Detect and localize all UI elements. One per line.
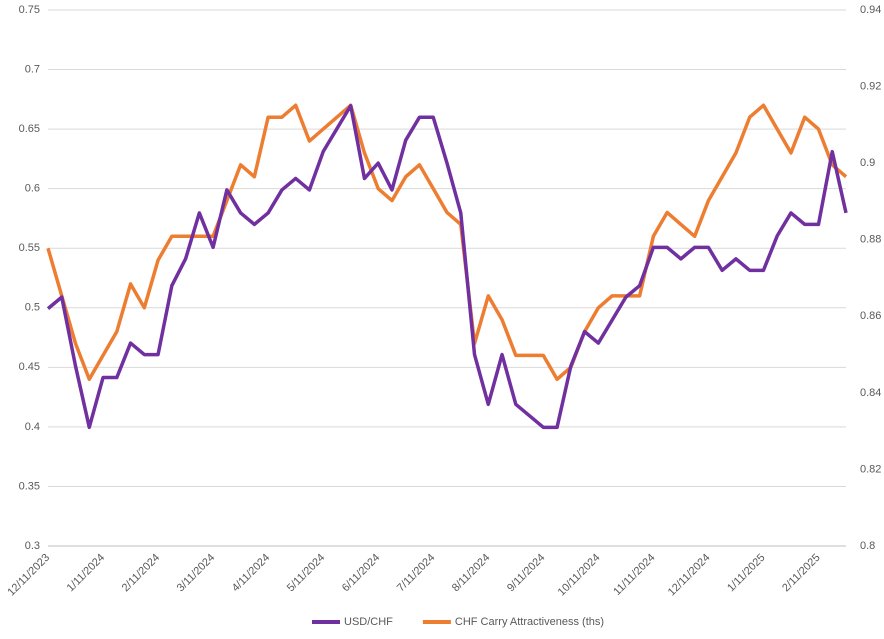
y2-tick-label: 0.86 xyxy=(860,310,881,322)
legend-label: USD/CHF xyxy=(344,616,393,628)
x-tick-label: 1/11/2025 xyxy=(725,552,768,595)
x-tick-label: 12/11/2024 xyxy=(666,552,713,599)
y-tick-label: 0.65 xyxy=(19,123,40,135)
x-tick-label: 11/11/2024 xyxy=(611,552,657,598)
x-tick-label: 3/11/2024 xyxy=(175,552,218,595)
x-tick-label: 4/11/2024 xyxy=(230,552,273,595)
y-tick-label: 0.55 xyxy=(19,242,40,254)
x-tick-label: 10/11/2024 xyxy=(556,552,603,599)
x-tick-label: 12/11/2023 xyxy=(5,552,52,599)
y-tick-label: 0.35 xyxy=(19,480,40,492)
x-tick-label: 5/11/2024 xyxy=(285,552,328,595)
y2-tick-label: 0.9 xyxy=(860,157,875,169)
legend-label: CHF Carry Attractiveness (ths) xyxy=(455,616,604,628)
y2-tick-label: 0.82 xyxy=(860,463,881,475)
y2-tick-label: 0.8 xyxy=(860,540,875,552)
x-tick-label: 2/11/2025 xyxy=(780,552,823,595)
y2-tick-label: 0.92 xyxy=(860,80,881,92)
x-tick-label: 8/11/2024 xyxy=(450,552,493,595)
series-line xyxy=(46,103,848,381)
x-tick-label: 1/11/2024 xyxy=(65,552,108,595)
y2-tick-label: 0.94 xyxy=(860,4,881,16)
y2-tick-label: 0.84 xyxy=(860,387,881,399)
y-tick-label: 0.3 xyxy=(25,540,40,552)
y-tick-label: 0.45 xyxy=(19,361,40,373)
y2-tick-label: 0.88 xyxy=(860,234,881,246)
series-line xyxy=(46,103,848,430)
x-tick-label: 6/11/2024 xyxy=(340,552,383,595)
y-tick-label: 0.4 xyxy=(25,421,40,433)
x-tick-label: 7/11/2024 xyxy=(395,552,438,595)
y-tick-label: 0.75 xyxy=(19,4,40,16)
y-tick-label: 0.7 xyxy=(25,63,40,75)
x-tick-label: 9/11/2024 xyxy=(505,552,548,595)
y-tick-label: 0.5 xyxy=(25,302,40,314)
y-tick-label: 0.6 xyxy=(25,183,40,195)
x-tick-label: 2/11/2024 xyxy=(120,552,163,595)
